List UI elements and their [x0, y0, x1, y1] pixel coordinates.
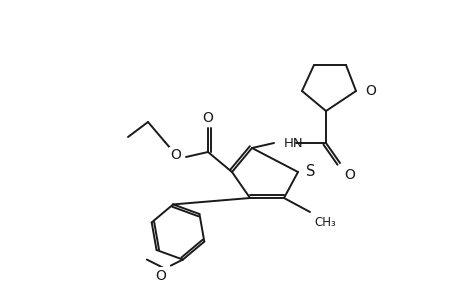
Text: O: O	[170, 148, 180, 162]
Text: S: S	[305, 164, 315, 179]
Text: CH₃: CH₃	[313, 216, 335, 229]
Text: O: O	[202, 111, 213, 125]
Text: O: O	[364, 84, 375, 98]
Text: O: O	[343, 168, 354, 182]
Text: HN: HN	[283, 136, 303, 149]
Text: O: O	[155, 268, 166, 283]
